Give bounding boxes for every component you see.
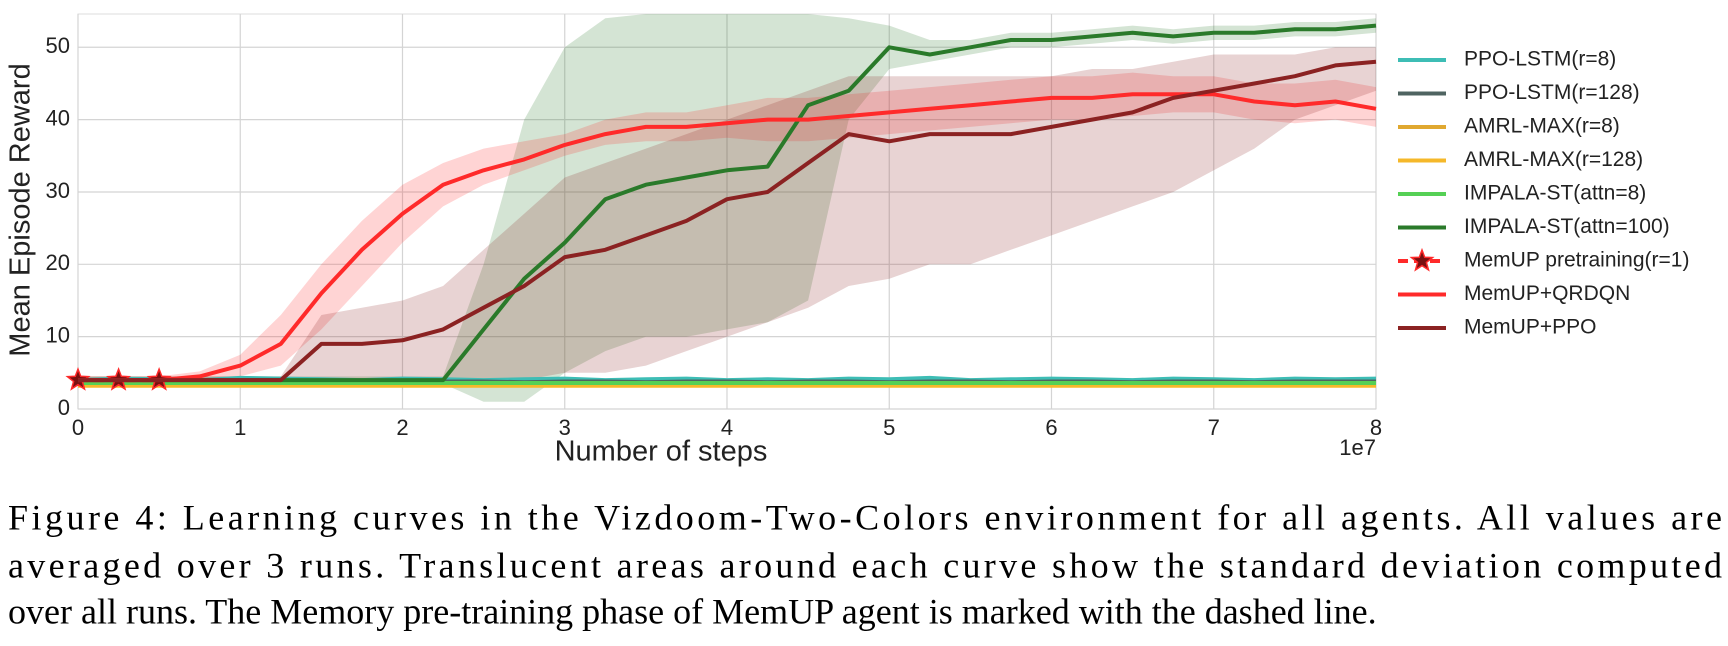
series-line xyxy=(78,59,1377,383)
series-line xyxy=(78,23,1377,383)
x-tick-label: 4 xyxy=(721,415,733,440)
legend-star xyxy=(1409,247,1435,272)
caption-line: averaged over 3 runs. Translucent areas … xyxy=(8,545,1722,585)
legend-label: IMPALA-ST(attn=8) xyxy=(1464,182,1646,205)
y-tick-label: 30 xyxy=(46,178,70,203)
legend-label: AMRL-MAX(r=128) xyxy=(1464,148,1643,171)
legend-label: MemUP+QRDQN xyxy=(1464,282,1630,305)
y-tick-label: 40 xyxy=(46,105,70,130)
legend-label: MemUP+PPO xyxy=(1464,316,1596,339)
x-offset-label: 1e7 xyxy=(1339,435,1376,460)
legend-label: AMRL-MAX(r=8) xyxy=(1464,115,1620,138)
legend-label: MemUP pretraining(r=1) xyxy=(1464,249,1689,272)
legend-label: PPO-LSTM(r=8) xyxy=(1464,48,1616,71)
std-band xyxy=(78,72,1376,384)
caption-line: over all runs. The Memory pre-training p… xyxy=(8,591,1377,631)
caption-line: Figure 4: Learning curves in the Vizdoom… xyxy=(8,497,1722,537)
x-tick-label: 6 xyxy=(1045,415,1057,440)
x-tick-label: 8 xyxy=(1370,415,1382,440)
std-band xyxy=(78,47,1376,384)
x-tick-label: 7 xyxy=(1208,415,1220,440)
plot: 0 1 2 3 4 5 6 7 8 0 10 20 30 40 50 xyxy=(46,13,1382,440)
y-axis-label: Mean Episode Reward xyxy=(5,63,37,356)
x-tick-label: 1 xyxy=(234,415,246,440)
series-line xyxy=(78,92,1377,383)
y-tick-label: 50 xyxy=(46,33,70,58)
std-band xyxy=(78,14,1376,402)
x-tick-label: 3 xyxy=(559,415,571,440)
y-tick-label: 20 xyxy=(46,250,70,275)
legend-label: IMPALA-ST(attn=100) xyxy=(1464,215,1670,238)
y-tick-label: 0 xyxy=(58,395,70,420)
legend-label: PPO-LSTM(r=128) xyxy=(1464,81,1640,104)
x-axis-label: Number of steps xyxy=(555,436,768,468)
x-tick-label: 0 xyxy=(72,415,84,440)
x-tick-label: 5 xyxy=(883,415,895,440)
y-tick-label: 10 xyxy=(46,322,70,347)
x-tick-label: 2 xyxy=(396,415,408,440)
